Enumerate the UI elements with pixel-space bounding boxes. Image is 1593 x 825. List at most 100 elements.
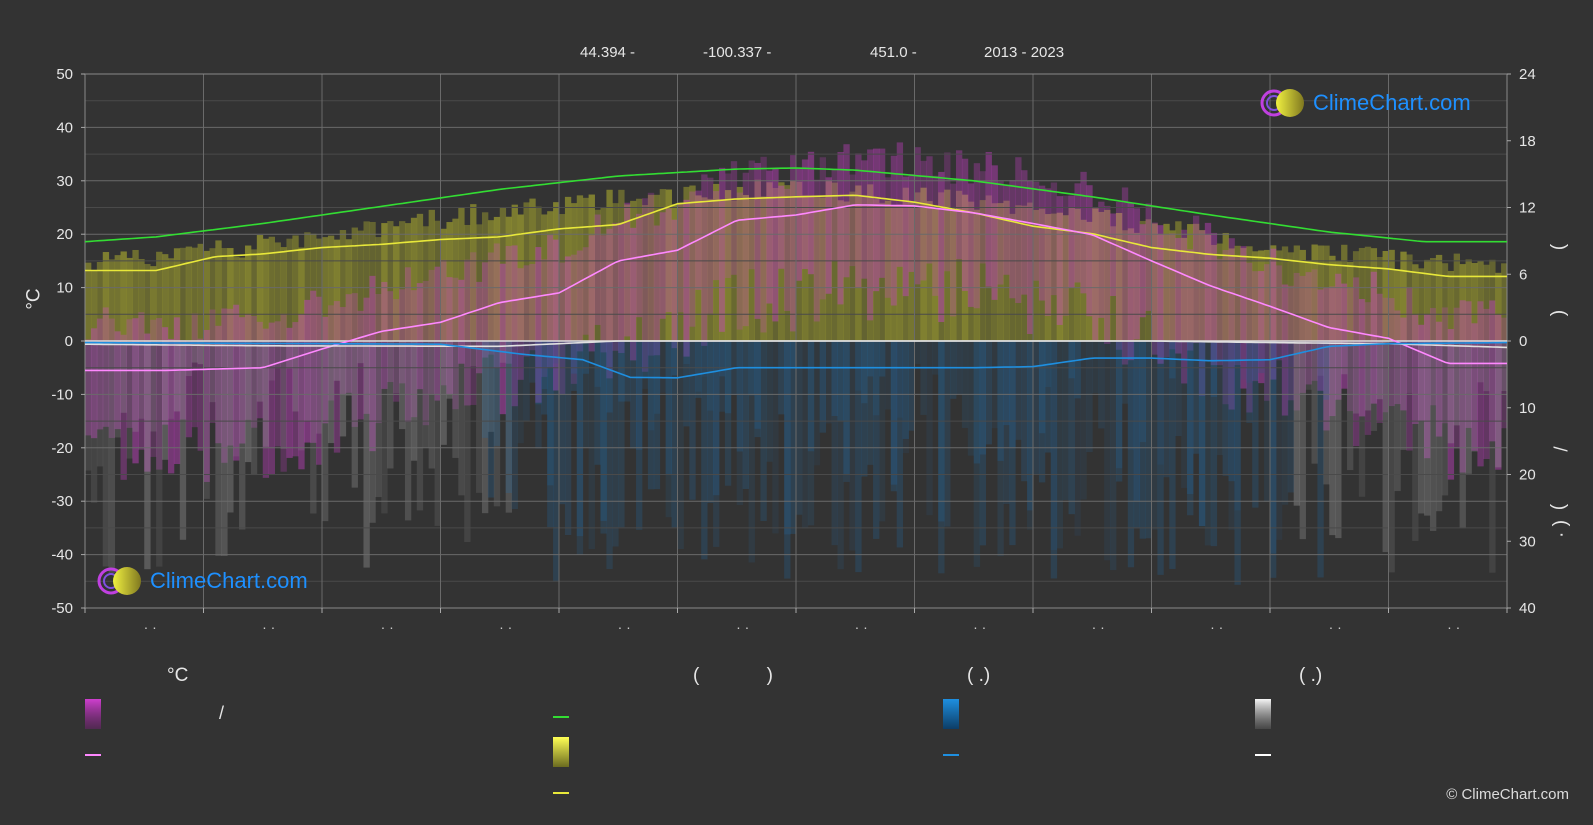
snow-bar — [173, 341, 181, 412]
sunshine-bar — [884, 200, 892, 341]
rain-bar — [1181, 341, 1188, 488]
sunshine-bar — [766, 182, 773, 341]
rain-bar — [861, 341, 868, 477]
rain-bar — [636, 341, 643, 450]
temp-range-bar — [470, 252, 477, 405]
temp-range-bar — [576, 250, 584, 352]
sunshine-bar — [665, 189, 672, 341]
snow-bar — [256, 341, 264, 402]
sunshine-bar — [517, 214, 524, 341]
y-left-tick-label: -20 — [51, 440, 73, 457]
legend-header-hours: ( ) — [693, 665, 773, 686]
rain-bar — [843, 341, 850, 482]
temp-range-bar — [286, 327, 293, 458]
sunshine-bar — [570, 203, 578, 341]
rain-bar — [1050, 341, 1058, 579]
temp-range-bar — [1204, 222, 1212, 342]
sunshine-bar — [689, 185, 696, 341]
rain-bar — [1234, 341, 1241, 511]
rain-bar — [505, 341, 512, 493]
snow-bar — [399, 341, 406, 430]
temp-range-bar — [570, 254, 578, 384]
rain-bar — [487, 341, 495, 498]
rain-bar — [754, 341, 761, 429]
rain-bar — [1104, 341, 1111, 561]
rain-bar — [778, 341, 785, 415]
sunshine-bar — [1447, 270, 1455, 341]
rain-bar — [1015, 341, 1022, 440]
temp-range-bar — [85, 339, 92, 436]
logo-bottom: ClimeChart.com — [96, 566, 308, 596]
temp-range-bar — [867, 149, 874, 321]
sunshine-bar — [1424, 259, 1431, 341]
rain-bar — [1210, 341, 1218, 397]
legend-daylight-line — [553, 716, 569, 718]
temp-range-bar — [1483, 308, 1490, 460]
rain-bar — [1050, 341, 1058, 551]
temp-range-bar — [363, 297, 370, 414]
snow-bar — [292, 341, 299, 412]
sunshine-bar — [730, 200, 738, 341]
header-latitude: 44.394 - — [580, 44, 636, 61]
snow-bar — [339, 341, 347, 437]
sunshine-bar — [1495, 272, 1502, 341]
sunshine-bar — [298, 247, 305, 341]
y-right-tick-label: 20 — [1519, 467, 1536, 484]
sunshine-bar — [114, 255, 121, 341]
temp-range-bar — [908, 174, 915, 272]
snow-bar — [316, 341, 323, 434]
temp-range-bar — [1228, 238, 1235, 410]
temp-range-bar — [1240, 246, 1247, 389]
tick-labels: 50 40 30 20 10 0 -10 -20 -30 -40 -50 24 18 12 6 0 10 20 30… — [51, 66, 1535, 635]
snow-line — [85, 340, 1508, 349]
rain-bar — [683, 341, 690, 365]
sunshine-bar — [167, 258, 175, 341]
rain-bar — [1198, 341, 1206, 527]
rain-bar — [647, 341, 655, 490]
temp-range-bar — [837, 152, 844, 305]
rain-bar — [843, 341, 850, 475]
rain-bar — [1044, 341, 1052, 453]
rain-bar — [707, 341, 714, 411]
temp-range-bar — [1169, 233, 1176, 350]
temp-range-bar — [1281, 284, 1289, 416]
temp-range-bar — [1358, 299, 1366, 417]
sunshine-bar — [1364, 246, 1372, 341]
sunshine-bar — [1074, 208, 1081, 341]
legend-header-snow: ( .) — [1299, 665, 1323, 686]
sunshine-bar — [1033, 209, 1040, 341]
temp-range-bar — [1382, 297, 1389, 413]
rain-bar — [1281, 341, 1289, 505]
sunshine-bar — [1216, 243, 1223, 341]
temp-range-bar — [1068, 195, 1075, 288]
rain-bar — [1175, 341, 1182, 437]
sunshine-bar — [262, 238, 270, 341]
sunshine-bar — [179, 247, 187, 341]
sunshine-bar — [659, 189, 667, 341]
temp-range-bar — [718, 167, 726, 332]
logo-text: ClimeChart.com — [1313, 90, 1471, 115]
sunshine-bar — [476, 224, 483, 341]
sunshine-bar — [274, 242, 281, 341]
snow-bar — [286, 341, 293, 369]
logo-icon — [97, 567, 141, 595]
rain-bar — [997, 341, 1004, 557]
snow-bar — [233, 341, 240, 457]
rain-bar — [1317, 341, 1324, 578]
temp-range-bar — [1305, 272, 1312, 385]
sunshine-bar — [375, 237, 382, 341]
rain-bar — [541, 341, 548, 415]
temp-range-bar — [310, 290, 317, 443]
rain-bar — [831, 341, 838, 546]
sunshine-bar — [203, 250, 210, 341]
rain-bar — [784, 341, 791, 579]
temp-range-bar — [754, 162, 761, 319]
legend-rain-line — [943, 754, 959, 756]
header-longitude: -100.337 - — [703, 44, 772, 61]
rain-bar — [624, 341, 631, 402]
sunshine-bar — [576, 195, 584, 341]
sunshine-bar — [736, 186, 744, 341]
temp-range-bar — [1092, 208, 1099, 341]
sunshine-bar — [162, 254, 169, 341]
left-axis-unit: °C — [23, 288, 45, 310]
